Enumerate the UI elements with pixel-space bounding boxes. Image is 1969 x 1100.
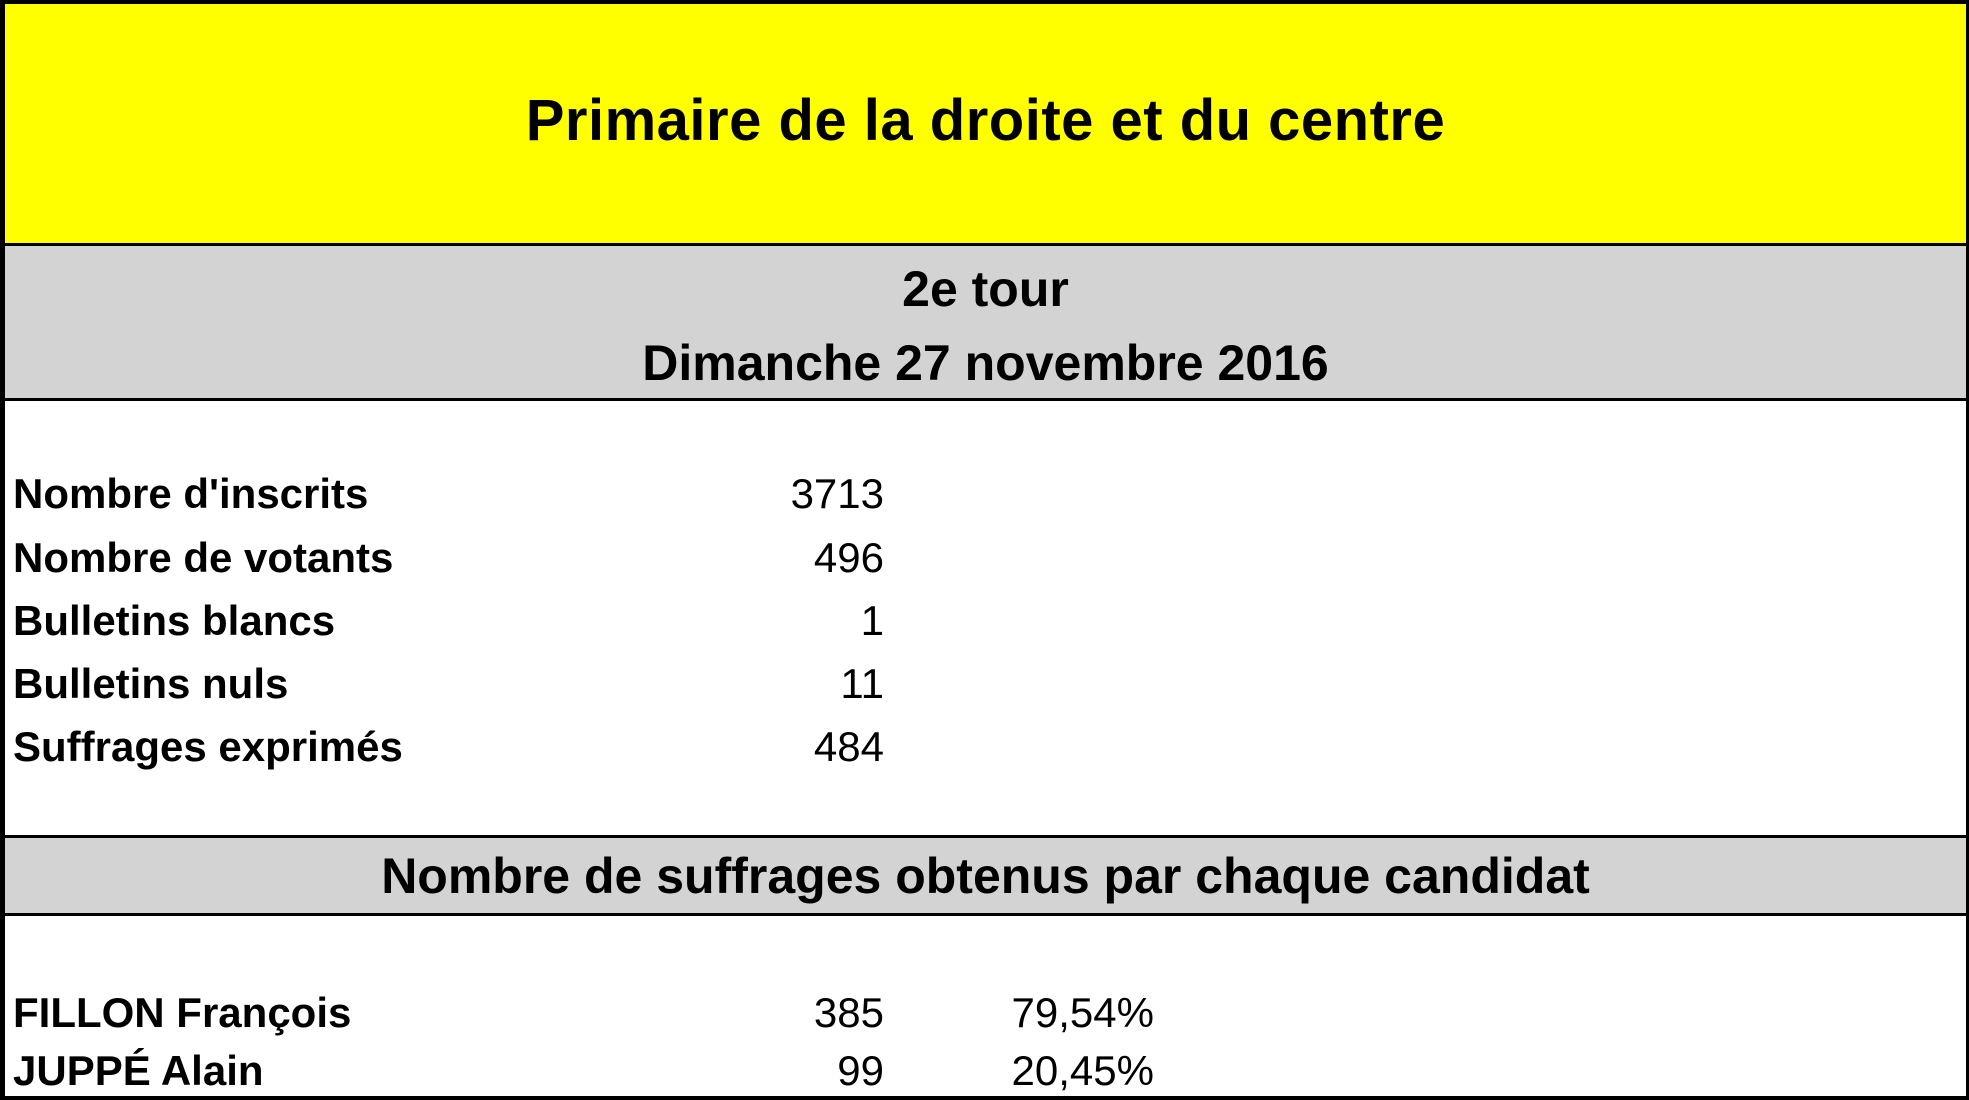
stat-label: Bulletins blancs — [13, 597, 336, 644]
stat-row-inscrits: Nombre d'inscrits 3713 — [5, 463, 1966, 525]
stat-row-exprimes: Suffrages exprimés 484 — [5, 716, 1966, 778]
stat-value: 3713 — [790, 470, 884, 517]
round-date: Dimanche 27 novembre 2016 — [642, 335, 1329, 391]
title-band: Primaire de la droite et du centre — [5, 4, 1966, 246]
round-band: 2e tour Dimanche 27 novembre 2016 — [5, 246, 1966, 401]
candidate-row-juppe: JUPPÉ Alain 99 20,45% — [5, 1040, 1966, 1096]
stats-section: Nombre d'inscrits 3713 Nombre de votants… — [5, 401, 1966, 838]
round-label: 2e tour — [902, 261, 1069, 317]
stat-label: Nombre d'inscrits — [13, 470, 369, 517]
candidate-name: JUPPÉ Alain — [13, 1047, 264, 1094]
candidate-name: FILLON François — [13, 989, 352, 1036]
stat-value: 484 — [813, 723, 884, 770]
candidates-header-text: Nombre de suffrages obtenus par chaque c… — [381, 847, 1590, 904]
candidate-percent: 20,45% — [1011, 1047, 1154, 1094]
candidates-section: FILLON François 385 79,54% JUPPÉ Alain 9… — [5, 916, 1966, 1096]
candidates-header: Nombre de suffrages obtenus par chaque c… — [5, 838, 1966, 916]
candidate-votes: 385 — [813, 989, 884, 1036]
stat-value: 11 — [840, 660, 884, 707]
candidate-votes: 99 — [837, 1047, 884, 1094]
page-title: Primaire de la droite et du centre — [525, 88, 1446, 153]
candidate-percent: 79,54% — [1011, 989, 1154, 1036]
stat-row-votants: Nombre de votants 496 — [5, 527, 1966, 589]
candidate-row-fillon: FILLON François 385 79,54% — [5, 982, 1966, 1044]
stat-label: Suffrages exprimés — [13, 723, 403, 770]
stat-value: 496 — [813, 534, 884, 581]
stat-value: 1 — [860, 597, 884, 644]
stat-row-nuls: Bulletins nuls 11 — [5, 653, 1966, 715]
stat-row-blancs: Bulletins blancs 1 — [5, 590, 1966, 652]
stat-label: Nombre de votants — [13, 534, 394, 581]
stat-label: Bulletins nuls — [13, 660, 289, 707]
